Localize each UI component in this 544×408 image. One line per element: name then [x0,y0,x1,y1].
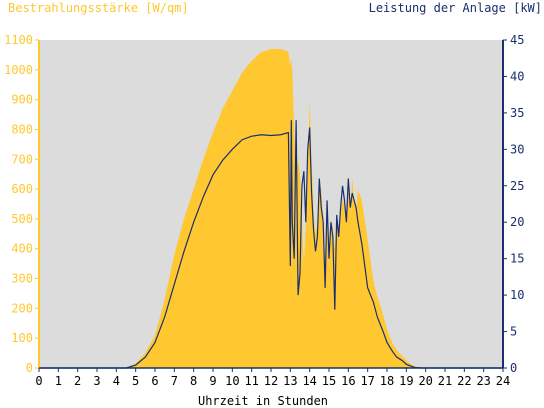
left-tick-label: 600 [11,182,33,196]
x-tick-label: 24 [496,374,510,388]
x-tick-label: 10 [225,374,239,388]
right-tick-label: 0 [510,361,517,375]
x-tick-label: 21 [438,374,452,388]
left-tick-label: 700 [11,152,33,166]
x-tick-label: 22 [457,374,471,388]
power-line [39,120,503,369]
x-tick-label: 2 [74,374,81,388]
x-tick-label: 23 [476,374,490,388]
x-tick-label: 1 [55,374,62,388]
left-axis-title: Bestrahlungsstärke [W/qm] [8,1,189,15]
left-tick-label: 300 [11,272,33,286]
x-tick-label: 6 [151,374,158,388]
x-tick-label: 11 [244,374,258,388]
right-tick-label: 40 [510,69,524,83]
left-tick-label: 400 [11,242,33,256]
x-tick-label: 19 [399,374,413,388]
x-tick-label: 13 [283,374,297,388]
x-tick-label: 14 [302,374,316,388]
right-tick-label: 5 [510,325,517,339]
right-tick-label: 25 [510,179,524,193]
left-tick-label: 200 [11,301,33,315]
left-tick-label: 1100 [4,33,33,47]
x-tick-label: 12 [264,374,278,388]
x-tick-label: 9 [209,374,216,388]
left-tick-label: 100 [11,331,33,345]
x-tick-label: 3 [93,374,100,388]
irradiance-area [39,48,503,368]
x-tick-label: 15 [322,374,336,388]
x-axis-title: Uhrzeit in Stunden [198,394,328,408]
irradiance-layer [39,48,503,368]
x-tick-label: 5 [132,374,139,388]
right-tick-label: 10 [510,288,524,302]
right-axis-title: Leistung der Anlage [kW] [369,1,542,15]
left-tick-label: 500 [11,212,33,226]
x-tick-label: 8 [190,374,197,388]
x-tick-label: 7 [171,374,178,388]
left-tick-label: 0 [26,361,33,375]
x-tick-label: 18 [380,374,394,388]
right-tick-label: 45 [510,33,524,47]
power-layer [39,120,503,369]
x-tick-label: 0 [35,374,42,388]
x-tick-label: 16 [341,374,355,388]
right-tick-label: 30 [510,142,524,156]
x-tick-label: 17 [360,374,374,388]
right-tick-label: 20 [510,215,524,229]
x-tick-label: 4 [113,374,120,388]
right-tick-label: 35 [510,106,524,120]
left-tick-label: 800 [11,122,33,136]
right-tick-label: 15 [510,252,524,266]
x-tick-label: 20 [418,374,432,388]
left-tick-label: 1000 [4,63,33,77]
left-tick-label: 900 [11,93,33,107]
axes-layer: 0100200300400500600700800900100011000510… [4,33,524,388]
